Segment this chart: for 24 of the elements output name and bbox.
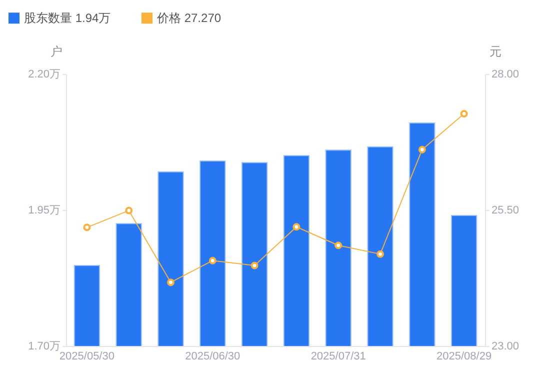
x-tick-label: 2025/08/29 [436,350,492,362]
point [292,223,300,231]
point [250,262,258,270]
legend-label: 价格 27.270 [156,11,222,26]
x-tick-label: 2025/07/31 [310,350,366,362]
x-tick-label: 2025/06/30 [185,350,240,362]
point [208,256,216,264]
point [125,206,133,214]
y-tick-label: 1.95万 [28,204,60,216]
y2-tick-label: 25.50 [492,204,520,216]
point [460,110,468,118]
y2-axis-title: 元 [490,44,502,58]
y2-tick-label: 28.00 [492,68,520,80]
y-axis-title: 户 [50,44,62,58]
x-tick-label: 2025/05/30 [59,350,114,362]
point [418,146,426,154]
y-tick-label: 1.70万 [28,340,60,352]
y-tick-label: 2.20万 [28,68,60,80]
y2-tick-label: 23.00 [492,340,520,352]
point [334,242,342,250]
point [167,278,174,286]
point [83,224,91,232]
legend-label: 股东数量 1.94万 [24,11,111,26]
point [376,250,384,258]
